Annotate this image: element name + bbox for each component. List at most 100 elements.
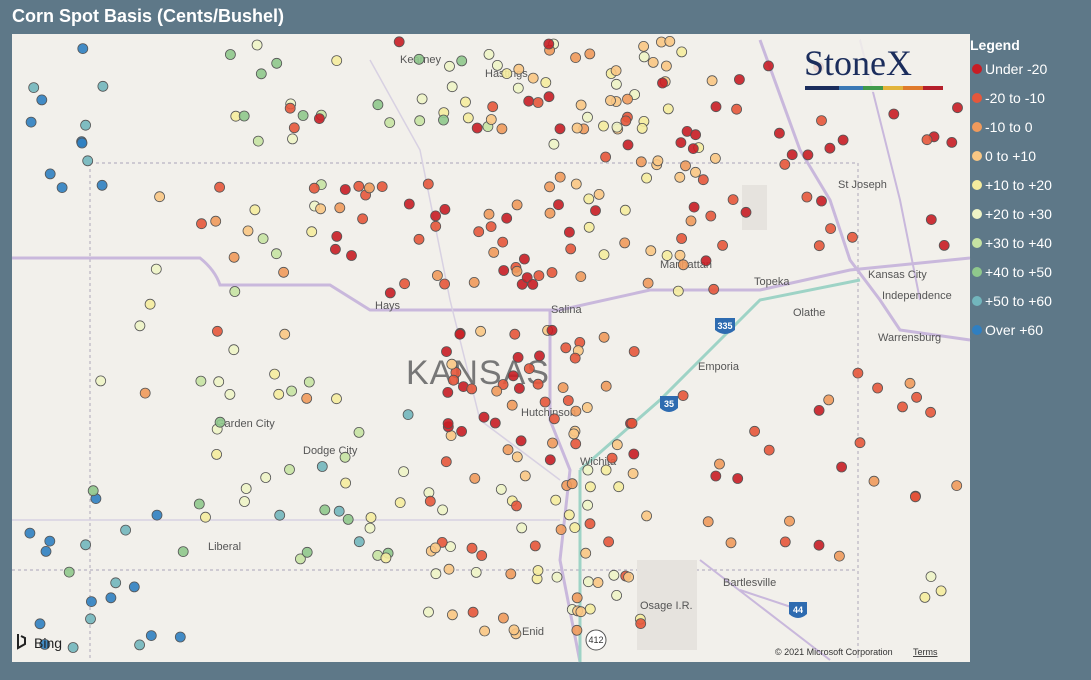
site-marker (398, 466, 410, 478)
site-marker (466, 383, 478, 395)
site-marker (511, 451, 523, 463)
city-label: Liberal (208, 541, 241, 553)
site-marker (584, 48, 596, 60)
site-marker (570, 178, 582, 190)
highway-shields: 335 35 44 412 (585, 318, 807, 651)
site-marker (297, 110, 309, 121)
site-marker (547, 437, 558, 449)
site-marker (672, 285, 684, 297)
site-marker (569, 352, 581, 364)
site-marker (357, 213, 369, 225)
site-marker (456, 55, 468, 67)
site-marker (442, 418, 454, 429)
site-marker (144, 298, 156, 310)
place-labels: Kearney Hastings St Joseph Manhattan Top… (208, 54, 952, 638)
site-marker (575, 606, 587, 618)
site-marker (239, 496, 250, 507)
site-marker (813, 240, 825, 252)
site-marker (661, 60, 672, 72)
legend-swatch (972, 267, 982, 277)
site-marker (260, 472, 272, 483)
site-marker (919, 592, 931, 603)
site-marker (532, 565, 544, 576)
site-marker (333, 505, 345, 517)
legend-swatch (972, 180, 982, 190)
terms-link[interactable]: Terms (913, 647, 938, 657)
site-marker (466, 542, 478, 554)
site-marker (339, 184, 351, 195)
site-marker (565, 243, 577, 255)
site-marker (641, 510, 652, 522)
shield-label: 335 (717, 321, 732, 331)
site-marker (471, 122, 483, 134)
site-marker (308, 182, 320, 194)
site-marker (688, 201, 700, 213)
site-marker (540, 77, 552, 88)
site-marker (252, 135, 264, 147)
bing-icon (17, 634, 26, 650)
site-marker (210, 215, 222, 227)
site-marker (523, 363, 535, 375)
site-marker (590, 205, 601, 217)
site-marker (87, 485, 99, 497)
site-marker (700, 255, 712, 267)
site-marker (331, 230, 343, 242)
site-marker (562, 395, 574, 406)
site-marker (619, 237, 631, 249)
legend-swatch (972, 93, 982, 103)
site-marker (619, 204, 631, 216)
site-marker (584, 603, 596, 615)
site-marker (255, 68, 267, 80)
site-marker (532, 378, 544, 390)
site-marker (329, 243, 341, 255)
site-marker (674, 171, 686, 183)
site-marker (598, 120, 609, 132)
shield-label: 412 (588, 635, 603, 645)
site-marker (97, 80, 109, 92)
site-marker (76, 137, 88, 149)
site-marker (677, 390, 689, 402)
site-marker (28, 82, 40, 93)
site-marker (40, 546, 52, 557)
site-marker (581, 402, 593, 413)
site-marker (394, 497, 406, 509)
site-marker (430, 210, 442, 222)
site-marker (438, 114, 449, 126)
site-marker (697, 174, 709, 186)
site-marker (779, 536, 791, 548)
site-marker (353, 426, 365, 438)
site-marker (553, 199, 564, 211)
site-marker (664, 36, 676, 47)
site-marker (238, 110, 250, 122)
site-marker (313, 113, 325, 124)
site-marker (734, 74, 745, 85)
site-marker (897, 401, 908, 413)
site-marker (34, 618, 46, 630)
site-marker (363, 182, 375, 194)
site-marker (539, 396, 551, 408)
site-marker (550, 494, 562, 506)
site-marker (582, 111, 593, 123)
legend-label: +40 to +50 (985, 264, 1052, 280)
site-marker (306, 226, 318, 238)
site-marker (836, 461, 847, 473)
site-marker (294, 553, 306, 565)
site-marker (334, 202, 346, 214)
site-marker (495, 483, 507, 495)
legend-label: Over +60 (985, 322, 1043, 338)
site-marker (921, 134, 933, 146)
site-marker (606, 452, 618, 464)
site-marker (195, 375, 207, 387)
site-marker (416, 93, 428, 105)
site-marker (331, 393, 342, 405)
site-marker (784, 515, 795, 527)
legend-swatch (972, 325, 982, 335)
site-marker (511, 500, 522, 512)
site-marker (85, 613, 96, 625)
city-label: Salina (551, 304, 582, 316)
site-marker (516, 522, 528, 534)
site-marker (824, 142, 836, 154)
site-marker (284, 464, 295, 475)
site-marker (429, 542, 441, 554)
site-marker (44, 535, 56, 547)
